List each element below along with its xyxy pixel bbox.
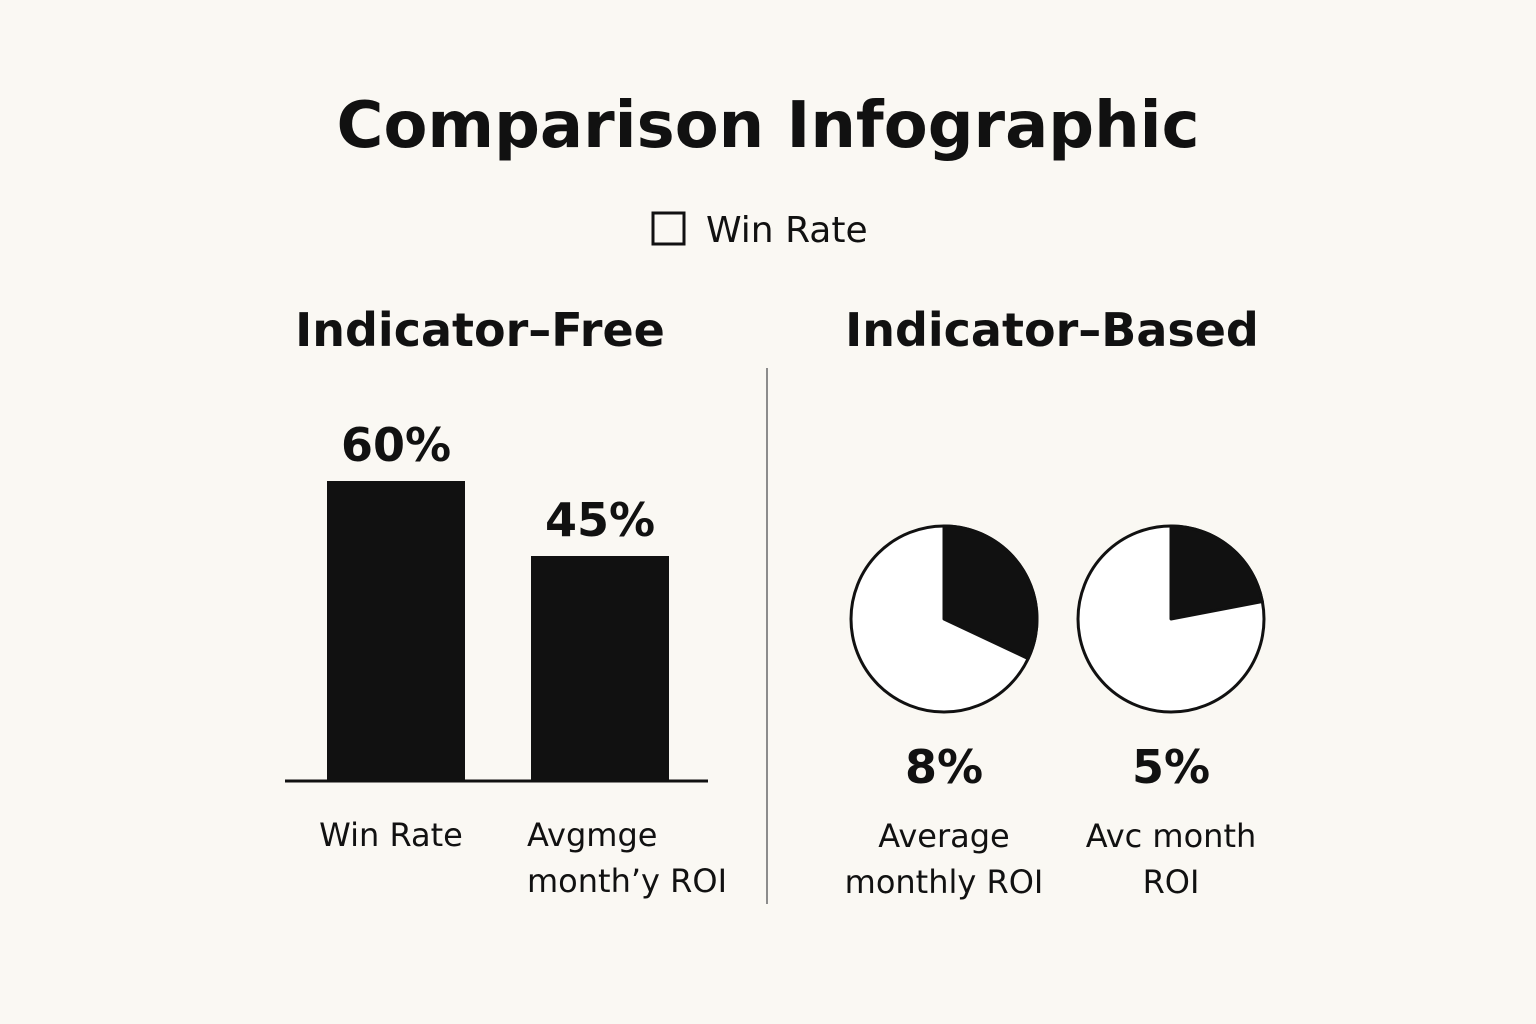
bar-value-label: 60% [341, 418, 451, 472]
pie-chart-title: Indicator–Based [845, 303, 1259, 357]
bar-chart: 60% Win Rate 45% Avgmge monthʼy ROI [285, 418, 727, 900]
pie-category-label: ROI [1143, 863, 1200, 901]
legend: Win Rate [651, 210, 868, 251]
pie-category-label: Avc month [1086, 817, 1257, 855]
legend-marker-icon [651, 211, 686, 246]
bar-category-label: Avgmge [527, 816, 657, 854]
legend-label: Win Rate [706, 210, 868, 251]
bar-chart-title: Indicator–Free [295, 303, 665, 357]
bar-category-label: monthʼy ROI [527, 862, 727, 900]
bar-category-label: Win Rate [319, 816, 463, 854]
bar-2 [531, 556, 669, 781]
pie-category-label: Average [878, 817, 1009, 855]
pie-value-label: 8% [905, 740, 983, 794]
pie-1-slice [942, 524, 1039, 661]
pie-value-label: 5% [1132, 740, 1210, 794]
pie-2-slice [1169, 524, 1264, 621]
bar-1 [327, 481, 465, 781]
main-title: Comparison Infographic [336, 89, 1199, 163]
pie-category-label: monthly ROI [845, 863, 1044, 901]
pie-chart: 8% Average monthly ROI 5% Avc month ROI [845, 524, 1266, 901]
bar-value-label: 45% [545, 493, 655, 547]
